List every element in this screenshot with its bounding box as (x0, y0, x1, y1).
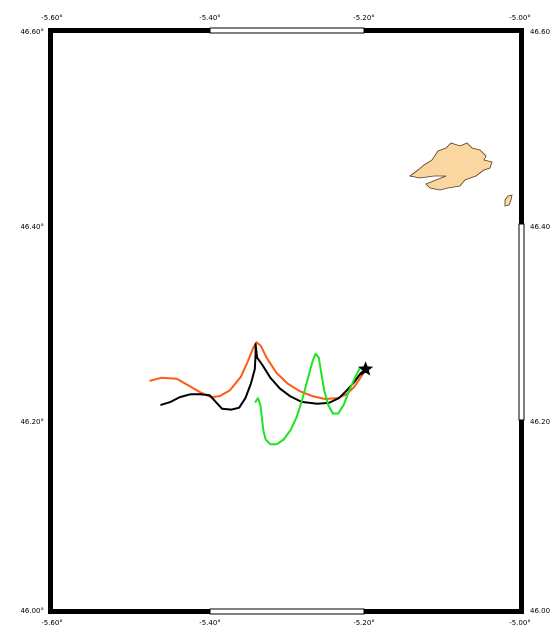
left-tick-label: 46.00° (20, 607, 44, 615)
release-point-star-icon (358, 361, 374, 376)
top-tick-label: -5.00° (509, 14, 531, 22)
bottom-tick-labels: -5.60° -5.40° -5.20° -5.00° (41, 619, 531, 627)
left-tick-label: 46.40° (20, 223, 44, 231)
track-green (254, 352, 361, 446)
plot-area (52, 32, 520, 610)
top-tick-label: -5.20° (353, 14, 375, 22)
right-tick-label: 46.60 (530, 28, 550, 36)
left-tick-label: 46.20° (20, 418, 44, 426)
track-black (160, 343, 367, 411)
right-tick-label: 46.20 (530, 418, 550, 426)
top-tick-label: -5.40° (199, 14, 221, 22)
island (409, 142, 513, 207)
top-tick-labels: -5.60° -5.40° -5.20° -5.00° (41, 14, 531, 22)
right-tick-label: 46.00 (530, 607, 550, 615)
bottom-tick-label: -5.00° (509, 619, 531, 627)
island-main (409, 142, 493, 191)
right-tick-label: 46.40 (530, 223, 550, 231)
bottom-tick-label: -5.40° (199, 619, 221, 627)
islet (504, 194, 513, 207)
map-frame (48, 27, 525, 615)
bottom-tick-label: -5.60° (41, 619, 63, 627)
bottom-tick-label: -5.20° (353, 619, 375, 627)
drift-tracks (149, 341, 367, 446)
right-tick-labels: 46.60 46.40 46.20 46.00 (530, 28, 550, 615)
release-marker-layer (358, 361, 374, 376)
top-tick-label: -5.60° (41, 14, 63, 22)
left-tick-labels: 46.60° 46.40° 46.20° 46.00° (20, 28, 44, 615)
left-tick-label: 46.60° (20, 28, 44, 36)
